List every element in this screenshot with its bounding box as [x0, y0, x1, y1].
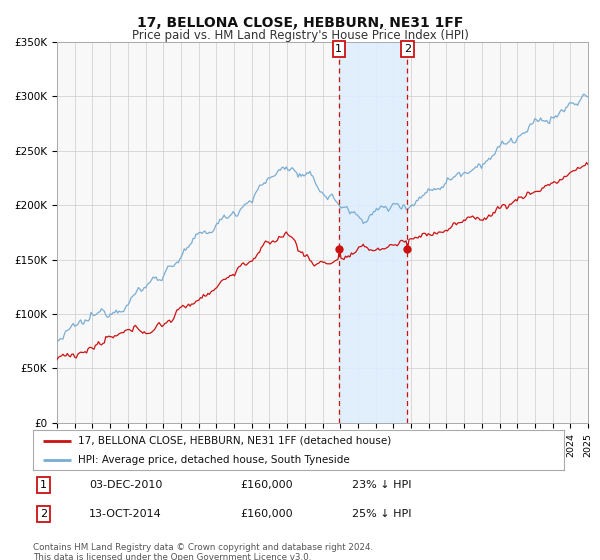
Text: 2: 2	[40, 509, 47, 519]
Bar	[339, 42, 407, 423]
Text: Contains HM Land Registry data © Crown copyright and database right 2024.: Contains HM Land Registry data © Crown c…	[33, 543, 373, 552]
Text: Price paid vs. HM Land Registry's House Price Index (HPI): Price paid vs. HM Land Registry's House …	[131, 29, 469, 42]
Text: HPI: Average price, detached house, South Tyneside: HPI: Average price, detached house, Sout…	[78, 455, 350, 464]
Text: 13-OCT-2014: 13-OCT-2014	[89, 509, 161, 519]
Text: 17, BELLONA CLOSE, HEBBURN, NE31 1FF: 17, BELLONA CLOSE, HEBBURN, NE31 1FF	[137, 16, 463, 30]
Text: 2: 2	[404, 44, 411, 54]
Text: £160,000: £160,000	[240, 509, 293, 519]
Text: 1: 1	[40, 480, 47, 491]
Text: 23% ↓ HPI: 23% ↓ HPI	[352, 480, 411, 491]
Text: This data is licensed under the Open Government Licence v3.0.: This data is licensed under the Open Gov…	[33, 553, 311, 560]
Text: 25% ↓ HPI: 25% ↓ HPI	[352, 509, 411, 519]
Text: £160,000: £160,000	[240, 480, 293, 491]
Text: 1: 1	[335, 44, 342, 54]
Text: 17, BELLONA CLOSE, HEBBURN, NE31 1FF (detached house): 17, BELLONA CLOSE, HEBBURN, NE31 1FF (de…	[78, 436, 391, 446]
Text: 03-DEC-2010: 03-DEC-2010	[89, 480, 162, 491]
